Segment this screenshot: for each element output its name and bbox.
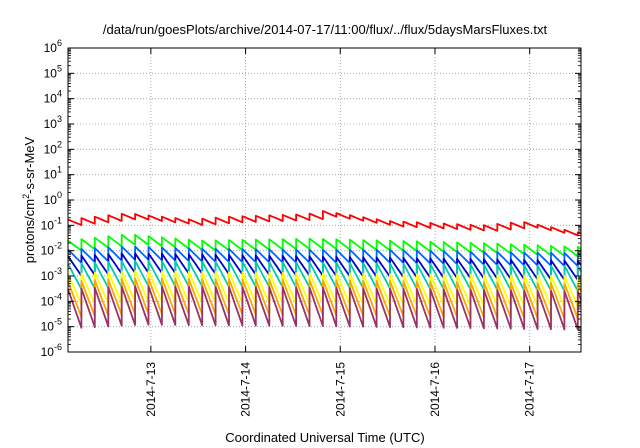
series-line-7 [67, 277, 582, 320]
y-axis-label-pre: protons/cm [22, 199, 37, 263]
y-tick-base: 10 [44, 66, 58, 80]
series-line-8 [67, 285, 582, 331]
y-tick-exponent: 3 [57, 114, 62, 124]
y-tick-base: 10 [44, 92, 58, 106]
series-line-2 [67, 233, 582, 258]
y-tick-exponent: 1 [57, 165, 62, 175]
y-tick-label: 10-1 [41, 215, 62, 232]
chart-title: /data/run/goesPlots/archive/2014-07-17/1… [103, 22, 548, 37]
series-line-5 [67, 259, 582, 292]
y-ticks: 10-610-510-410-310-210-11001011021031041… [41, 38, 581, 359]
y-tick-label: 100 [44, 190, 62, 207]
y-tick-label: 105 [44, 63, 62, 80]
y-tick-label: 103 [44, 114, 62, 131]
x-tick-label: 2014-7-15 [333, 362, 347, 417]
y-tick-base: 10 [44, 168, 58, 182]
y-tick-base: 10 [41, 269, 55, 283]
y-axis-label-sup: 2 [21, 194, 31, 199]
y-tick-label: 104 [44, 89, 62, 106]
series-line-4 [67, 252, 582, 281]
y-tick-label: 10-4 [41, 291, 62, 308]
y-axis-label: protons/cm2-s-sr-MeV [21, 136, 37, 263]
y-tick-base: 10 [41, 320, 55, 334]
y-tick-exponent: 4 [57, 89, 62, 99]
y-tick-exponent: 2 [57, 139, 62, 149]
x-ticks: 2014-7-13 2014-7-14 2014-7-15 2014-7-16 2014… [144, 48, 537, 417]
y-tick-exponent: -1 [54, 215, 62, 225]
x-axis-label: Coordinated Universal Time (UTC) [225, 430, 424, 445]
y-tick-label: 10-2 [41, 241, 62, 258]
y-tick-exponent: 6 [57, 38, 62, 48]
y-tick-exponent: -4 [54, 291, 62, 301]
y-tick-base: 10 [44, 142, 58, 156]
series-line-3 [67, 245, 582, 268]
series-line-1 [67, 210, 582, 237]
y-tick-label: 101 [44, 165, 62, 182]
y-tick-label: 10-3 [41, 266, 62, 283]
y-tick-base: 10 [44, 117, 58, 131]
y-tick-exponent: -2 [54, 241, 62, 251]
y-tick-base: 10 [41, 294, 55, 308]
series-line-6 [67, 270, 582, 308]
y-tick-base: 10 [41, 244, 55, 258]
y-tick-exponent: 5 [57, 63, 62, 73]
x-tick-label: 2014-7-16 [428, 362, 442, 417]
y-tick-exponent: -5 [54, 317, 62, 327]
y-tick-label: 102 [44, 139, 62, 156]
y-tick-label: 106 [44, 38, 62, 55]
y-axis-label-post: -s-sr-MeV [22, 136, 37, 193]
y-tick-exponent: -6 [54, 342, 62, 352]
y-tick-exponent: 0 [57, 190, 62, 200]
x-tick-label: 2014-7-13 [144, 362, 158, 417]
y-tick-label: 10-5 [41, 317, 62, 334]
x-tick-label: 2014-7-17 [523, 362, 537, 417]
y-tick-base: 10 [41, 218, 55, 232]
y-tick-base: 10 [44, 193, 58, 207]
y-tick-label: 10-6 [41, 342, 62, 359]
x-tick-label: 2014-7-14 [239, 362, 253, 417]
y-tick-base: 10 [44, 41, 58, 55]
y-tick-exponent: -3 [54, 266, 62, 276]
y-tick-base: 10 [41, 345, 55, 359]
series-layer [67, 210, 582, 331]
